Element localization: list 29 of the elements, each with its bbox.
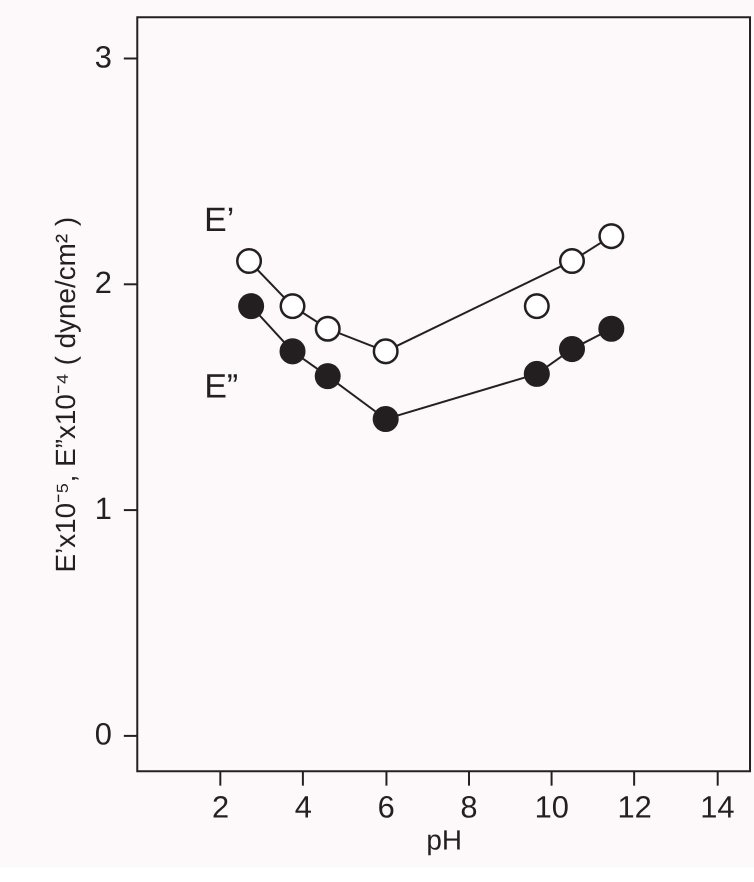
x-tick-label: 4 [294, 789, 312, 824]
y-tick-label: 3 [94, 39, 112, 74]
point [280, 338, 306, 364]
point [558, 248, 586, 274]
x-tick-label: 12 [617, 789, 652, 824]
x-tick-label: 8 [460, 789, 478, 824]
series-label: E” [204, 368, 238, 406]
point [280, 293, 306, 320]
y-axis-title: E’x10⁻⁵, E”x10⁻⁴ ( dyne/cm² ) [50, 216, 81, 573]
x-tick-label: 2 [212, 789, 230, 824]
point [598, 223, 624, 250]
point [598, 316, 624, 342]
x-tick-label: 6 [378, 789, 395, 824]
y-tick-label: 1 [94, 490, 112, 526]
y-tick-label: 0 [94, 716, 112, 752]
series-label: E’ [204, 201, 234, 240]
point [236, 248, 262, 274]
point [314, 316, 341, 342]
x-tick-label: 10 [534, 789, 569, 824]
point [314, 363, 341, 390]
x-axis-title: pH [426, 824, 462, 856]
point [558, 336, 586, 362]
point [524, 360, 550, 387]
point [372, 338, 399, 364]
y-tick-label: 2 [94, 265, 112, 300]
point [372, 406, 399, 432]
point [238, 293, 264, 320]
point [524, 293, 550, 320]
x-tick-label: 14 [700, 789, 735, 824]
